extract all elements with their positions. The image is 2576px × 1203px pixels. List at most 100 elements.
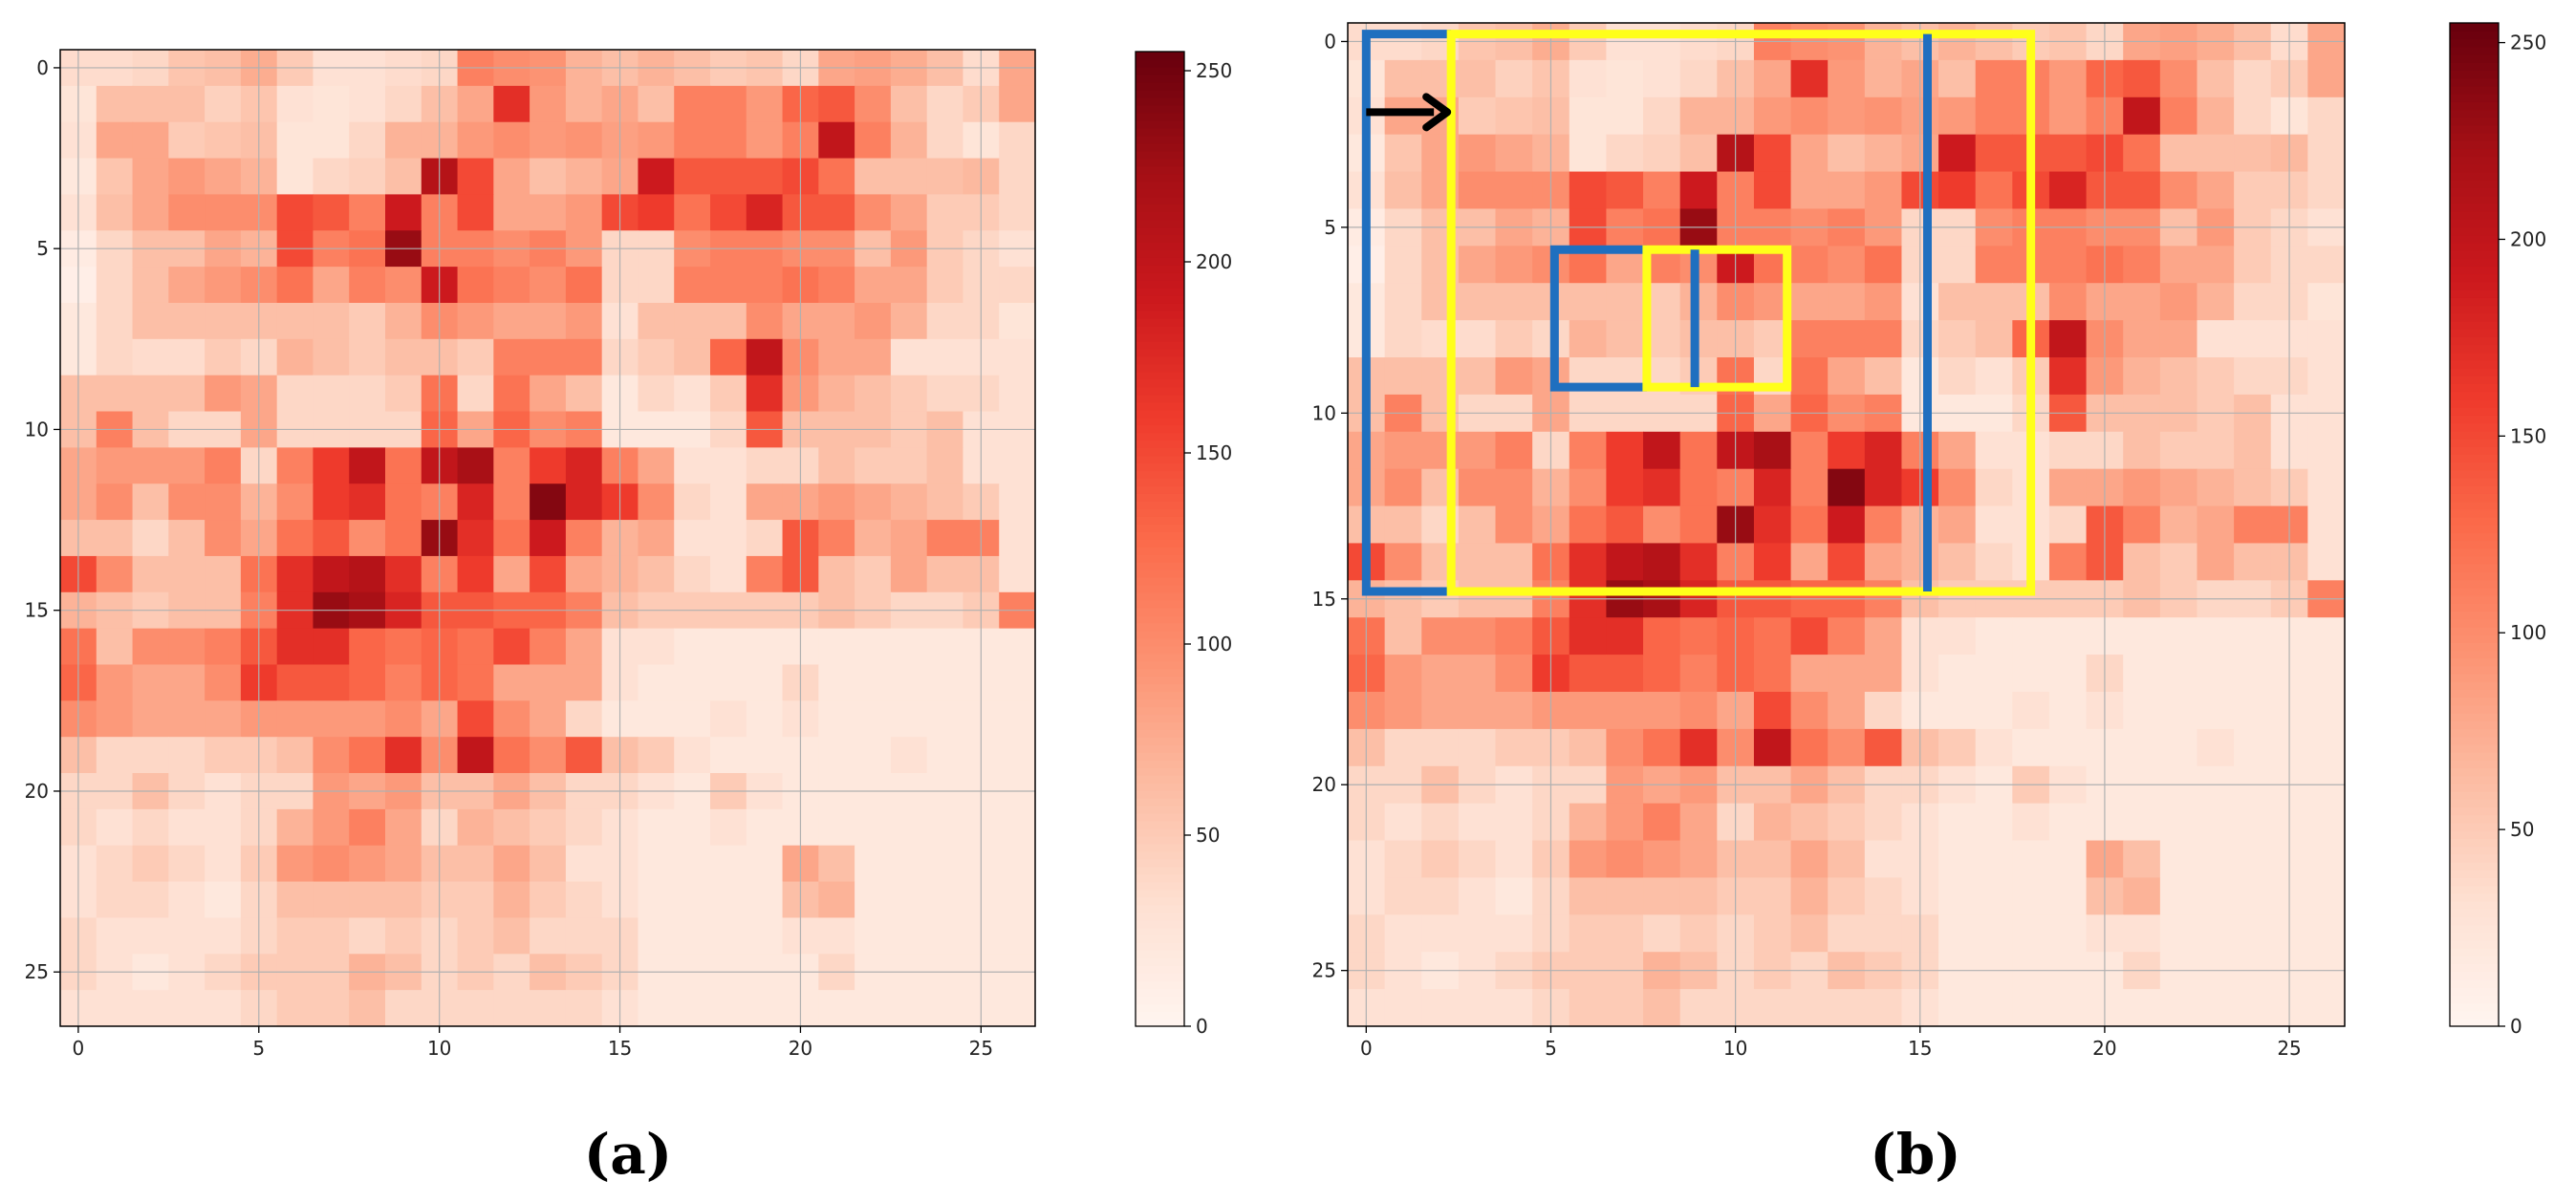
heatmap-cell xyxy=(1753,877,1792,915)
heatmap-cell xyxy=(1643,97,1681,136)
heatmap-cell xyxy=(746,483,784,521)
heatmap-cell xyxy=(746,158,784,196)
colorbar-segment xyxy=(2450,281,2499,290)
colorbar-segment xyxy=(1136,668,1184,677)
x-tick-label: 10 xyxy=(1723,1037,1747,1060)
heatmap-cell xyxy=(710,881,747,919)
heatmap-cell xyxy=(132,194,169,231)
heatmap-cell xyxy=(926,520,964,557)
heatmap-cell xyxy=(493,447,530,484)
heatmap-cell xyxy=(638,483,675,521)
colorbar-segment xyxy=(2450,877,2499,887)
colorbar-tick-label: 200 xyxy=(1196,250,1232,273)
heatmap-cell xyxy=(385,447,422,484)
heatmap-cell xyxy=(818,85,855,123)
heatmap-cell xyxy=(276,267,314,304)
colorbar-segment xyxy=(1136,683,1184,693)
colorbar-segment xyxy=(2450,336,2499,346)
colorbar-segment xyxy=(1136,645,1184,655)
heatmap-cell xyxy=(638,302,675,340)
heatmap-cell xyxy=(1495,914,1533,953)
heatmap-cell xyxy=(349,700,386,738)
heatmap-cell xyxy=(818,737,855,774)
heatmap-cell xyxy=(530,990,567,1027)
heatmap-cell xyxy=(1938,97,1977,136)
heatmap-cell xyxy=(96,700,134,738)
heatmap-cell xyxy=(493,808,530,847)
heatmap-cell xyxy=(638,447,675,484)
colorbar-segment xyxy=(2450,743,2499,753)
heatmap-cell xyxy=(638,555,675,593)
heatmap-cell xyxy=(1975,692,2013,730)
heatmap-cell xyxy=(1384,728,1422,767)
heatmap-cell xyxy=(530,338,567,376)
heatmap-cell xyxy=(96,990,134,1027)
heatmap-cell xyxy=(132,990,169,1027)
colorbar-segment xyxy=(1136,1011,1184,1020)
heatmap-cell xyxy=(565,737,603,774)
y-tick-label: 10 xyxy=(1312,401,1336,424)
heatmap-cell xyxy=(2307,59,2346,98)
heatmap-cell xyxy=(385,737,422,774)
heatmap-cell xyxy=(276,628,314,666)
heatmap-cell xyxy=(530,808,567,847)
heatmap-cell xyxy=(1679,134,1718,173)
heatmap-cell xyxy=(746,338,784,376)
heatmap-cell xyxy=(1938,989,1977,1027)
heatmap-cell xyxy=(999,267,1036,304)
heatmap-cell xyxy=(132,520,169,557)
heatmap-cell xyxy=(710,194,747,231)
heatmap-cell xyxy=(999,158,1036,196)
colorbar-segment xyxy=(2450,163,2499,173)
heatmap-cell xyxy=(926,555,964,593)
heatmap-cell xyxy=(1975,171,2013,210)
heatmap-cell xyxy=(1495,59,1533,98)
heatmap-cell xyxy=(168,121,206,160)
heatmap-cell xyxy=(565,917,603,955)
heatmap-cell xyxy=(1938,320,1977,358)
heatmap-cell xyxy=(132,917,169,955)
heatmap-cell xyxy=(926,302,964,340)
heatmap-cell xyxy=(2197,543,2235,581)
colorbar-segment xyxy=(1136,988,1184,997)
heatmap-cell xyxy=(1384,840,1422,879)
heatmap-cell xyxy=(2197,914,2235,953)
colorbar-segment xyxy=(2450,109,2499,118)
heatmap-cell xyxy=(493,555,530,593)
heatmap-cell xyxy=(2159,877,2198,915)
heatmap-cell xyxy=(710,520,747,557)
heatmap-cell xyxy=(746,121,784,160)
heatmap-cell xyxy=(493,85,530,123)
heatmap-cell xyxy=(1938,357,1977,396)
heatmap-cell xyxy=(1495,505,1533,545)
heatmap-cell xyxy=(746,917,784,955)
heatmap-cell xyxy=(746,808,784,847)
heatmap-cell xyxy=(1975,655,2013,693)
heatmap-cell xyxy=(1864,728,1903,767)
colorbar-segment xyxy=(2450,869,2499,878)
colorbar-segment xyxy=(2450,376,2499,385)
heatmap-cell xyxy=(926,700,964,738)
heatmap-cell xyxy=(1384,877,1422,915)
heatmap-cell xyxy=(349,121,386,160)
heatmap-cell xyxy=(2048,989,2088,1027)
colorbar-segment xyxy=(1136,181,1184,190)
heatmap-cell xyxy=(2307,320,2346,358)
heatmap-cell xyxy=(2012,914,2050,953)
heatmap-cell xyxy=(96,447,134,484)
colorbar-segment xyxy=(1136,881,1184,891)
heatmap-cell xyxy=(2197,171,2235,210)
heatmap-cell xyxy=(746,990,784,1027)
colorbar-segment xyxy=(2450,846,2499,855)
heatmap-cell xyxy=(530,194,567,231)
heatmap-cell xyxy=(674,267,711,304)
heatmap-cell xyxy=(1753,840,1792,879)
heatmap-cell xyxy=(1864,357,1903,396)
heatmap-cell xyxy=(2012,728,2050,767)
colorbar-segment xyxy=(1136,219,1184,228)
heatmap-cell xyxy=(205,375,242,413)
colorbar-segment xyxy=(2450,367,2499,376)
colorbar-segment xyxy=(2450,438,2499,447)
heatmap-cell xyxy=(1458,171,1497,210)
colorbar-segment xyxy=(2450,642,2499,652)
